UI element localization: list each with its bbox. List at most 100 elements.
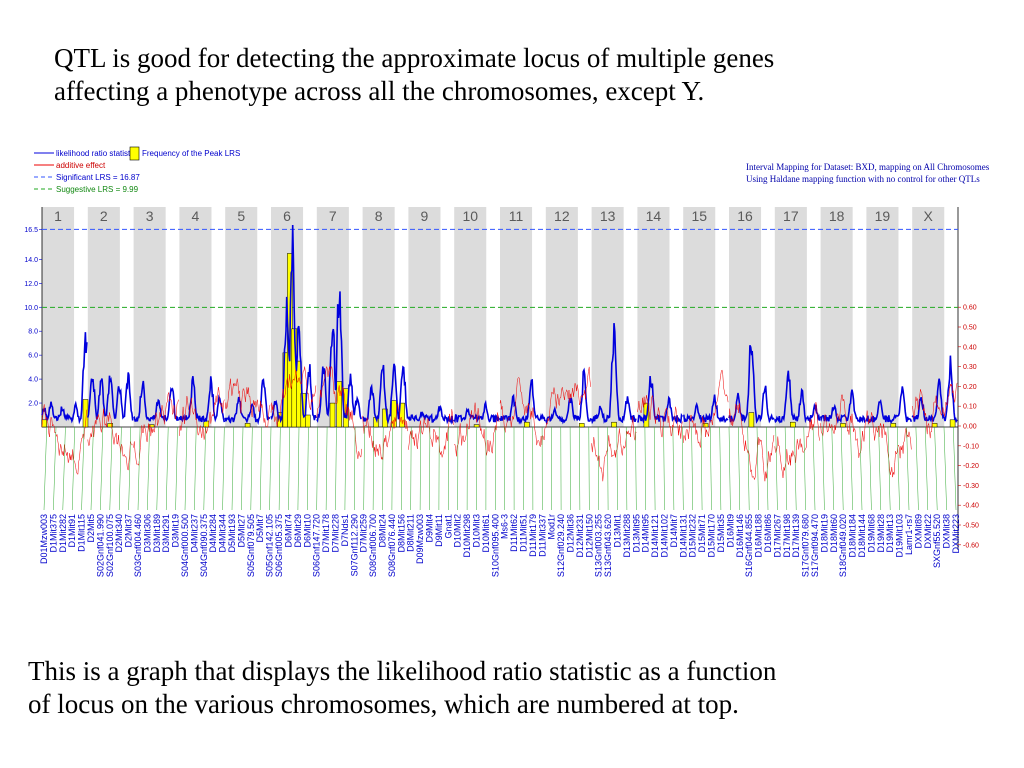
peak-frequency-bar-chr-17-0 bbox=[790, 421, 796, 428]
chromosome-label-1: 1 bbox=[54, 208, 62, 224]
lrs-curve-chr-7 bbox=[316, 291, 362, 423]
marker-connector-30 bbox=[325, 426, 328, 511]
lrs-curve-chr-18 bbox=[819, 389, 867, 424]
marker-connector-36 bbox=[382, 426, 384, 511]
chromosome-label-18: 18 bbox=[829, 208, 845, 224]
additive-curve-chr-5 bbox=[224, 378, 271, 428]
right-tick-label-10: -0.40 bbox=[963, 503, 979, 510]
chromosome-label-5: 5 bbox=[237, 208, 245, 224]
chromosome-band-3 bbox=[133, 207, 166, 427]
marker-label-21: D5Mit27 bbox=[236, 514, 246, 548]
chromosome-label-9: 9 bbox=[421, 208, 429, 224]
lrs-curve-chr-16 bbox=[728, 344, 775, 424]
marker-connector-69 bbox=[691, 426, 693, 511]
chromosome-label-16: 16 bbox=[737, 208, 753, 224]
chromosome-label-7: 7 bbox=[329, 208, 337, 224]
marker-label-10: S03Gnf004.460 bbox=[133, 514, 143, 577]
marker-connector-61 bbox=[616, 426, 618, 511]
marker-connector-83 bbox=[822, 426, 825, 511]
marker-connector-71 bbox=[710, 426, 712, 511]
legend-peak-frequency-label: Frequency of the Peak LRS bbox=[142, 149, 240, 158]
marker-label-73: D16Mit9 bbox=[725, 514, 735, 548]
marker-connector-64 bbox=[644, 426, 646, 511]
marker-connector-66 bbox=[663, 426, 665, 511]
lrs-curve-chr-9 bbox=[407, 404, 455, 425]
marker-connector-12 bbox=[156, 426, 160, 511]
lrs-curve-chr-10 bbox=[453, 399, 500, 424]
marker-connector-14 bbox=[175, 426, 178, 511]
marker-label-78: D17Mit267 bbox=[772, 514, 782, 558]
chromosome-band-18 bbox=[820, 207, 853, 427]
chromosome-band-10 bbox=[454, 207, 487, 427]
legend-lrs-label: likelihood ratio statistic bbox=[56, 149, 136, 158]
marker-connector-23 bbox=[259, 426, 262, 511]
additive-curve-chr-11 bbox=[499, 377, 546, 448]
marker-label-19: D4Mit344 bbox=[218, 514, 228, 553]
marker-connector-10 bbox=[137, 426, 141, 511]
marker-connector-17 bbox=[203, 426, 206, 511]
marker-label-63: D13Mit95 bbox=[631, 514, 641, 553]
peak-frequency-bar-chr-18-0 bbox=[840, 423, 846, 428]
marker-connector-18 bbox=[212, 426, 216, 511]
marker-label-45: D10Mit298 bbox=[462, 514, 472, 558]
left-tick-label-0: 2.0 bbox=[28, 401, 38, 408]
marker-label-11: D3Mit306 bbox=[142, 514, 152, 553]
marker-connector-94 bbox=[925, 426, 929, 511]
left-tick-label-6: 14.0 bbox=[24, 257, 38, 264]
marker-connector-37 bbox=[391, 426, 393, 511]
marker-label-58: D12Mit150 bbox=[584, 514, 594, 558]
marker-connector-15 bbox=[184, 426, 188, 511]
marker-connector-13 bbox=[165, 426, 169, 511]
marker-label-72: D15Mit35 bbox=[716, 514, 726, 553]
additive-curve-chr-2 bbox=[87, 408, 133, 471]
marker-label-84: D18Mit60 bbox=[829, 514, 839, 553]
right-tick-label-4: 0.20 bbox=[963, 384, 977, 391]
marker-connector-34 bbox=[363, 426, 365, 511]
marker-connector-85 bbox=[840, 426, 844, 511]
lrs-curve-chr-2 bbox=[87, 372, 134, 421]
marker-label-2: D1Mit282 bbox=[58, 514, 68, 553]
additive-effect-series bbox=[41, 365, 958, 482]
lrs-curve-chr-8 bbox=[362, 363, 409, 425]
marker-connector-19 bbox=[222, 426, 225, 511]
legend-suggestive-label: Suggestive LRS = 9.99 bbox=[56, 185, 139, 194]
additive-curve-chr-4 bbox=[179, 386, 225, 440]
marker-label-31: D7Mit228 bbox=[331, 514, 341, 553]
marker-connector-76 bbox=[756, 426, 759, 511]
marker-connector-80 bbox=[794, 426, 797, 511]
chromosome-label-3: 3 bbox=[146, 208, 154, 224]
chromosome-label-19: 19 bbox=[875, 208, 891, 224]
marker-label-87: D18Mit144 bbox=[857, 514, 867, 558]
additive-curve-chr-15 bbox=[682, 369, 729, 448]
marker-label-85: S18Gnf049.020 bbox=[838, 514, 848, 577]
marker-connector-1 bbox=[53, 426, 57, 511]
additive-curve-chr-9 bbox=[408, 409, 454, 458]
lrs-curve-chr-3 bbox=[133, 380, 180, 423]
chromosome-labels: 1 2 3 4 5 6 7 8 9 10 11 12 13 14 15 16 17 18 19 X bbox=[54, 208, 933, 224]
additive-curve-chr-17 bbox=[774, 402, 820, 478]
marker-connector-68 bbox=[682, 426, 684, 511]
marker-connector-96 bbox=[943, 426, 947, 511]
marker-connector-82 bbox=[812, 426, 816, 511]
peak-frequency-bar-chr-7-0 bbox=[329, 402, 336, 428]
marker-label-83: D18Mit19 bbox=[819, 514, 829, 553]
marker-connector-79 bbox=[784, 426, 788, 511]
chromosome-label-17: 17 bbox=[783, 208, 799, 224]
marker-label-62: D13Mit288 bbox=[622, 514, 632, 558]
marker-connector-39 bbox=[410, 426, 412, 511]
peak-frequency-bar-chr-16-0 bbox=[748, 412, 755, 428]
marker-label-37: S08Gnf076.440 bbox=[387, 514, 397, 577]
marker-connector-84 bbox=[831, 426, 835, 511]
marker-connector-67 bbox=[672, 426, 675, 511]
lrs-series bbox=[41, 224, 958, 426]
peak-frequency-bar-chr-15-0 bbox=[702, 423, 709, 428]
right-tick-label-5: 0.10 bbox=[963, 404, 977, 411]
peak-frequency-bar-chr-6-6 bbox=[305, 414, 311, 428]
marker-connector-6 bbox=[100, 426, 104, 511]
marker-connector-72 bbox=[719, 426, 722, 511]
additive-curve-chr-13 bbox=[591, 416, 637, 482]
legend: likelihood ratio statistic additive effe… bbox=[34, 146, 240, 194]
chromosome-bands bbox=[42, 207, 958, 443]
chromosome-label-4: 4 bbox=[192, 208, 200, 224]
additive-curve-chr-18 bbox=[820, 394, 866, 458]
